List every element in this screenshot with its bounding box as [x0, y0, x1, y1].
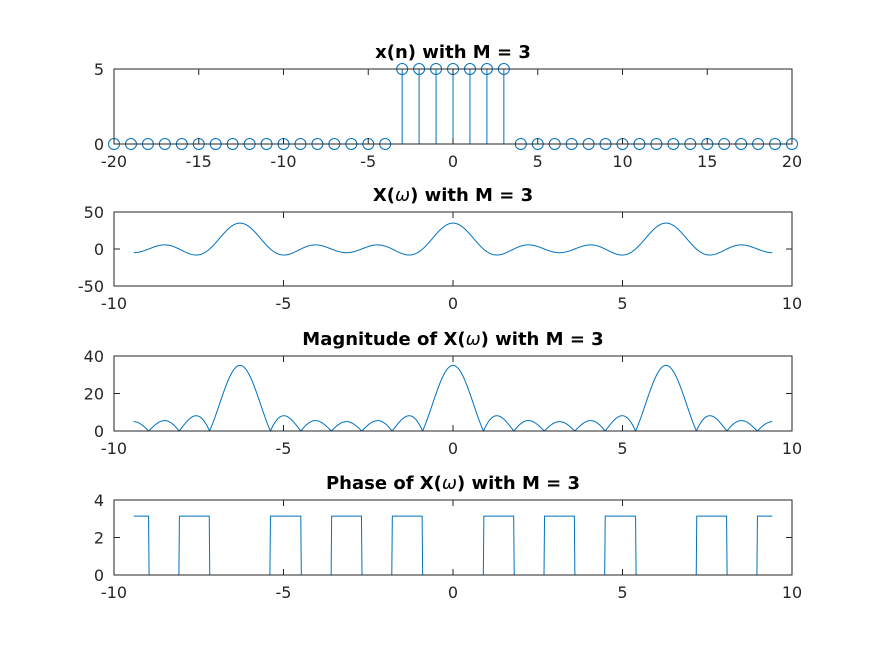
x-tick-label: 0 [448, 294, 458, 313]
series-line-magnitude [133, 364, 773, 433]
y-tick-label: -50 [78, 277, 104, 296]
panel-4-title: Phase of X(ω) with M = 3 [326, 473, 580, 494]
x-tick-label: 10 [782, 294, 802, 313]
x-tick-label: 10 [612, 152, 632, 171]
panel-3-title: Magnitude of X(ω) with M = 3 [302, 329, 603, 350]
x-tick-label: -5 [360, 152, 376, 171]
y-tick-label: 0 [94, 566, 104, 585]
panel-magnitude: Magnitude of X(ω) with M = 3 -10 -5 0 5 10 0 2… [84, 329, 803, 458]
series-line-x-omega [133, 222, 773, 256]
panel-3-plot-area [133, 364, 773, 433]
panel-4-ticks: -10 -5 0 5 10 0 2 4 [94, 491, 802, 602]
x-tick-label: 5 [617, 583, 627, 602]
y-tick-label: 20 [84, 385, 104, 404]
x-tick-label: -15 [186, 152, 212, 171]
x-tick-label: 20 [782, 152, 802, 171]
y-tick-label: 0 [94, 422, 104, 441]
panel-phase: Phase of X(ω) with M = 3 -10 -5 0 5 10 0 2 4 [94, 473, 802, 602]
y-tick-label: 40 [84, 347, 104, 366]
panel-3-ticks: -10 -5 0 5 10 0 20 40 [84, 347, 803, 458]
x-tick-label: 0 [448, 439, 458, 458]
x-tick-label: -5 [276, 439, 292, 458]
y-tick-label: 2 [94, 529, 104, 548]
x-tick-label: -10 [101, 294, 127, 313]
x-tick-label: 10 [782, 439, 802, 458]
panel-2-title: X(ω) with M = 3 [373, 185, 533, 206]
y-tick-label: 4 [94, 491, 104, 510]
x-tick-label: -5 [276, 583, 292, 602]
panel-1-title: x(n) with M = 3 [375, 42, 531, 63]
omega-symbol: ω [442, 473, 457, 494]
x-tick-label: 5 [617, 294, 627, 313]
x-tick-label: -10 [270, 152, 296, 171]
x-tick-label: 10 [782, 583, 802, 602]
x-tick-label: -5 [276, 294, 292, 313]
y-tick-label: 0 [94, 240, 104, 259]
x-tick-label: -10 [101, 583, 127, 602]
x-tick-label: -20 [101, 152, 127, 171]
panel-stem-xn: x(n) with M = 3 -20 -15 -10 -5 0 5 10 15 20 0 5 [94, 42, 802, 171]
panel-2-plot-area [133, 222, 773, 256]
x-tick-label: 15 [697, 152, 717, 171]
omega-symbol: ω [395, 185, 410, 206]
x-tick-label: 5 [617, 439, 627, 458]
x-tick-label: 5 [533, 152, 543, 171]
y-tick-label: 5 [94, 60, 104, 79]
panel-1-ticks: -20 -15 -10 -5 0 5 10 15 20 0 5 [94, 60, 802, 171]
omega-symbol: ω [466, 329, 481, 350]
x-tick-label: -10 [101, 439, 127, 458]
x-tick-label: 0 [448, 583, 458, 602]
y-tick-label: 50 [84, 203, 104, 222]
x-tick-label: 0 [448, 152, 458, 171]
y-tick-label: 0 [94, 135, 104, 154]
